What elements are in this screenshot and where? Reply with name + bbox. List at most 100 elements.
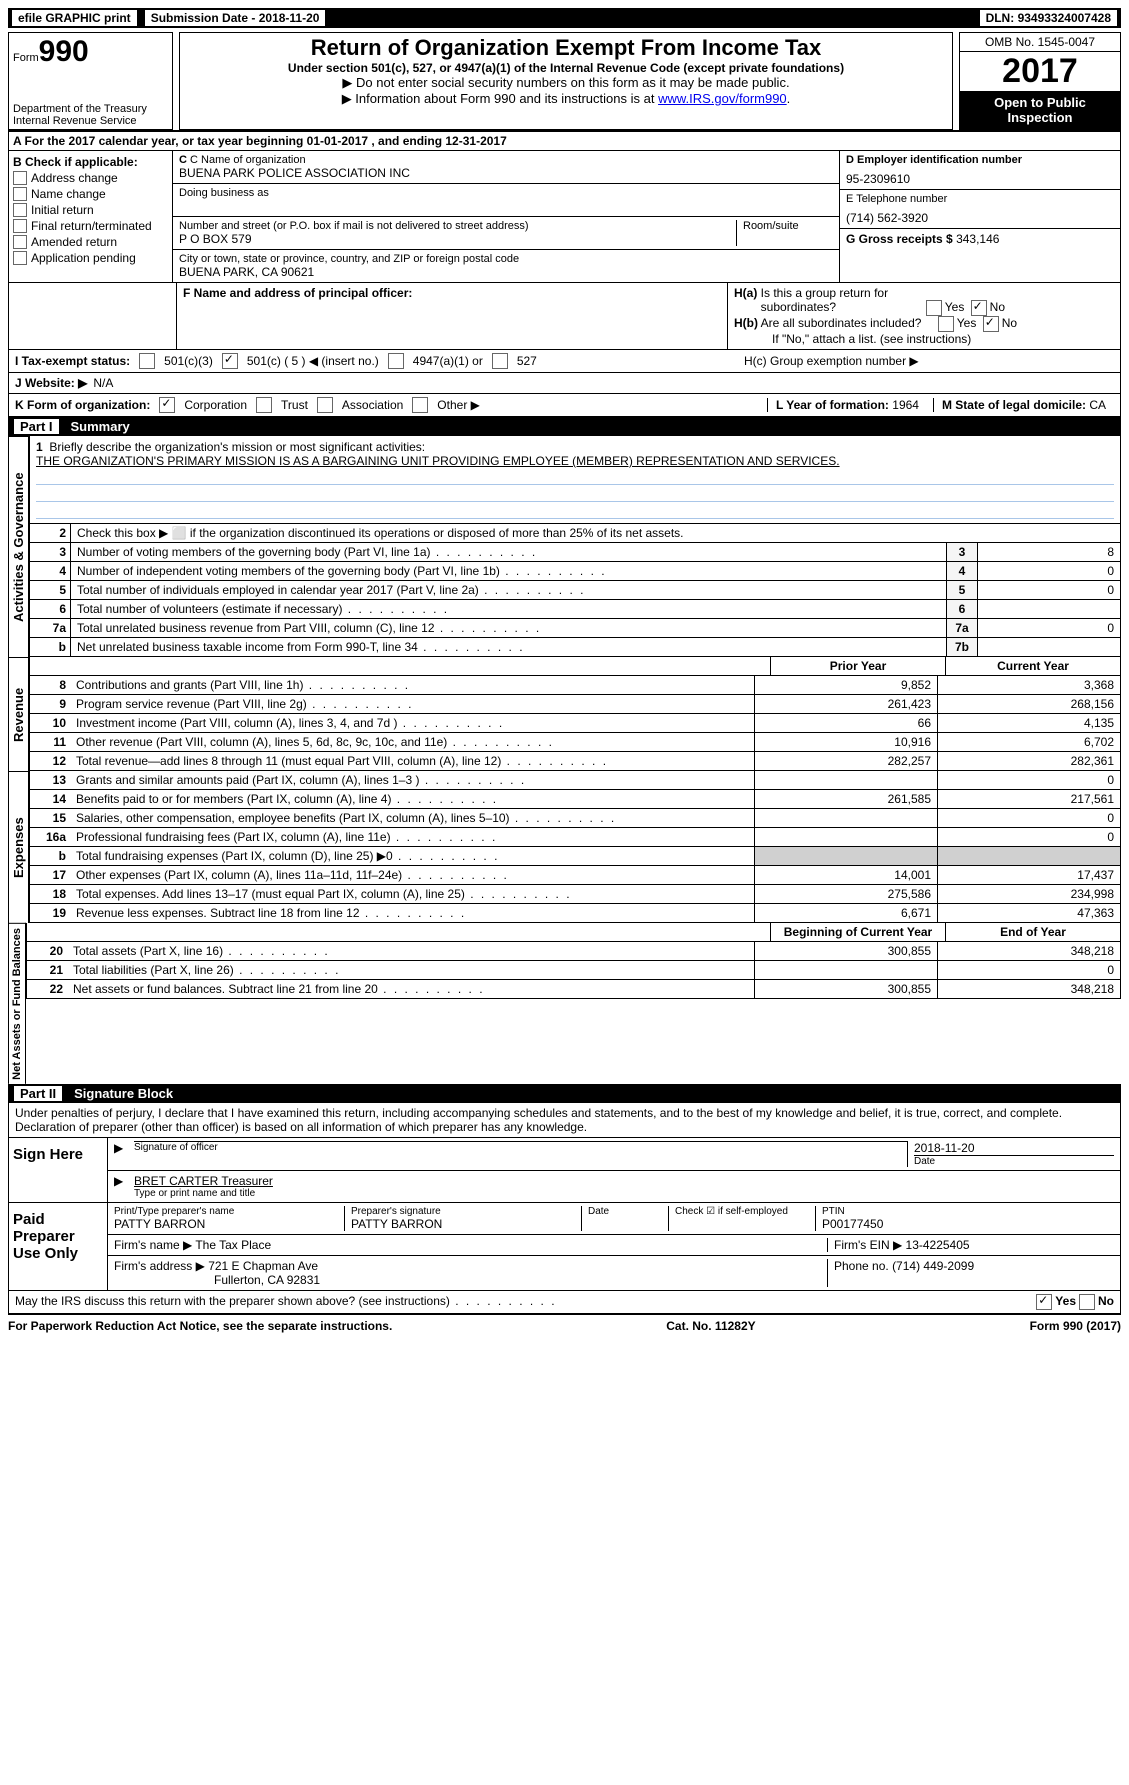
discuss-no-checkbox[interactable] <box>1079 1294 1095 1310</box>
perjury-statement: Under penalties of perjury, I declare th… <box>8 1103 1121 1138</box>
ptin: P00177450 <box>822 1217 883 1231</box>
line-21: 21 Total liabilities (Part X, line 26) 0 <box>26 961 1121 980</box>
summary-line-4: 4 Number of independent voting members o… <box>29 562 1121 581</box>
website: N/A <box>93 376 113 390</box>
line-18: 18 Total expenses. Add lines 13–17 (must… <box>29 885 1121 904</box>
org-address: P O BOX 579 <box>179 232 252 246</box>
chk-amended-return[interactable]: Amended return <box>13 235 168 249</box>
telephone: (714) 562-3920 <box>846 211 928 225</box>
form-number-box: Form990 Department of the Treasury Inter… <box>8 32 173 130</box>
org-city: BUENA PARK, CA 90621 <box>179 265 314 279</box>
line-11: 11 Other revenue (Part VIII, column (A),… <box>29 733 1121 752</box>
line-a: A For the 2017 calendar year, or tax yea… <box>8 130 1121 151</box>
sign-date: 2018-11-20 <box>914 1141 975 1155</box>
open-to-public: Open to Public Inspection <box>960 91 1120 129</box>
line-22: 22 Net assets or fund balances. Subtract… <box>26 980 1121 999</box>
dln: DLN: 93493324007428 <box>980 10 1117 26</box>
vlabel-expenses: Expenses <box>8 771 29 923</box>
part-2-header: Part II Signature Block <box>8 1084 1121 1103</box>
column-b: B Check if applicable: Address change Na… <box>8 151 173 283</box>
mission-text: THE ORGANIZATION'S PRIMARY MISSION IS AS… <box>36 454 1114 468</box>
efile-label: efile GRAPHIC print <box>12 10 137 26</box>
line-ha: H(a) Is this a group return for subordin… <box>734 286 1114 316</box>
net-col-headers: Beginning of Current Year End of Year <box>26 923 1121 942</box>
row-f-h: F Name and address of principal officer:… <box>8 283 1121 350</box>
line-j: J Website: ▶ N/A <box>8 373 1121 394</box>
bcd-grid: B Check if applicable: Address change Na… <box>8 151 1121 283</box>
chk-initial-return[interactable]: Initial return <box>13 203 168 217</box>
line-20: 20 Total assets (Part X, line 16) 300,85… <box>26 942 1121 961</box>
paid-preparer-label: Paid Preparer Use Only <box>9 1203 108 1290</box>
expenses-block: Expenses 13 Grants and similar amounts p… <box>8 771 1121 923</box>
chk-name-change[interactable]: Name change <box>13 187 168 201</box>
line-9: 9 Program service revenue (Part VIII, li… <box>29 695 1121 714</box>
line-l: L Year of formation: 1964 <box>767 398 927 412</box>
summary-line-7a: 7a Total unrelated business revenue from… <box>29 619 1121 638</box>
form-subtitle-1: Under section 501(c), 527, or 4947(a)(1)… <box>184 61 948 75</box>
firm-address-1: 721 E Chapman Ave <box>208 1259 318 1273</box>
irs-link[interactable]: www.IRS.gov/form990 <box>658 91 787 106</box>
part-1-header: Part I Summary <box>8 417 1121 436</box>
summary-line-3: 3 Number of voting members of the govern… <box>29 543 1121 562</box>
line-13: 13 Grants and similar amounts paid (Part… <box>29 771 1121 790</box>
form-title: Return of Organization Exempt From Incom… <box>184 35 948 61</box>
line-19: 19 Revenue less expenses. Subtract line … <box>29 904 1121 923</box>
col-b-title: B Check if applicable: <box>13 155 138 169</box>
summary-line-b: b Net unrelated business taxable income … <box>29 638 1121 657</box>
discuss-yes-checkbox[interactable] <box>1036 1294 1052 1310</box>
vlabel-net: Net Assets or Fund Balances <box>8 923 26 1084</box>
summary-line-5: 5 Total number of individuals employed i… <box>29 581 1121 600</box>
chk-final-return[interactable]: Final return/terminated <box>13 219 168 233</box>
revenue-col-headers: Prior Year Current Year <box>29 657 1121 676</box>
line-8: 8 Contributions and grants (Part VIII, l… <box>29 676 1121 695</box>
line-2: Check this box ▶ ⬜ if the organization d… <box>71 524 1120 542</box>
omb-number: OMB No. 1545-0047 <box>960 33 1120 52</box>
ein: 95-2309610 <box>846 172 910 186</box>
line-hb: H(b) Are all subordinates included? Yes … <box>734 316 1114 332</box>
preparer-name: PATTY BARRON <box>114 1217 205 1231</box>
vlabel-revenue: Revenue <box>8 657 29 771</box>
org-name: BUENA PARK POLICE ASSOCIATION INC <box>179 166 410 180</box>
paid-preparer-block: Paid Preparer Use Only Print/Type prepar… <box>8 1203 1121 1291</box>
column-c: C C Name of organization BUENA PARK POLI… <box>173 151 840 283</box>
firm-name: The Tax Place <box>195 1238 271 1252</box>
chk-application-pending[interactable]: Application pending <box>13 251 168 265</box>
submission-date: Submission Date - 2018-11-20 <box>145 10 326 26</box>
vlabel-activities: Activities & Governance <box>8 436 29 657</box>
line-17: 17 Other expenses (Part IX, column (A), … <box>29 866 1121 885</box>
sign-here-label: Sign Here <box>9 1138 108 1202</box>
firm-ein: 13-4225405 <box>906 1238 970 1252</box>
column-d: D Employer identification number 95-2309… <box>840 151 1121 283</box>
line-m: M State of legal domicile: CA <box>933 398 1114 412</box>
line-klm: K Form of organization: Corporation Trus… <box>8 394 1121 417</box>
line-i: I Tax-exempt status: 501(c)(3) 501(c) ( … <box>8 350 1121 373</box>
line-hc: H(c) Group exemption number ▶ <box>744 354 1114 368</box>
form-subtitle-2: ▶ Do not enter social security numbers o… <box>184 75 948 91</box>
self-employed: Check ☑ if self-employed <box>669 1206 816 1231</box>
line-b: b Total fundraising expenses (Part IX, c… <box>29 847 1121 866</box>
activities-governance-block: Activities & Governance 1 Briefly descri… <box>8 436 1121 657</box>
line-15: 15 Salaries, other compensation, employe… <box>29 809 1121 828</box>
top-bar: efile GRAPHIC print Submission Date - 20… <box>8 8 1121 28</box>
line-12: 12 Total revenue—add lines 8 through 11 … <box>29 752 1121 771</box>
firm-address-2: Fullerton, CA 92831 <box>114 1273 320 1287</box>
preparer-signature: PATTY BARRON <box>351 1217 442 1231</box>
dept-line-2: Internal Revenue Service <box>13 115 168 127</box>
chk-address-change[interactable]: Address change <box>13 171 168 185</box>
revenue-block: Revenue Prior Year Current Year 8 Contri… <box>8 657 1121 771</box>
page-footer: For Paperwork Reduction Act Notice, see … <box>8 1315 1121 1333</box>
line-hb-note: If "No," attach a list. (see instruction… <box>734 332 1114 346</box>
firm-phone: (714) 449-2099 <box>892 1259 974 1273</box>
line-f-label: F Name and address of principal officer: <box>183 286 412 300</box>
line-1-label: Briefly describe the organization's miss… <box>49 440 425 454</box>
line-10: 10 Investment income (Part VIII, column … <box>29 714 1121 733</box>
form-subtitle-3: ▶ Information about Form 990 and its ins… <box>184 91 948 107</box>
discuss-line: May the IRS discuss this return with the… <box>8 1291 1121 1315</box>
line-16a: 16a Professional fundraising fees (Part … <box>29 828 1121 847</box>
gross-receipts: 343,146 <box>956 232 999 246</box>
summary-line-6: 6 Total number of volunteers (estimate i… <box>29 600 1121 619</box>
net-assets-block: Net Assets or Fund Balances Beginning of… <box>8 923 1121 1084</box>
dept-line-1: Department of the Treasury <box>13 103 168 115</box>
tax-year: 2017 <box>960 52 1120 91</box>
form-header: Form990 Department of the Treasury Inter… <box>8 32 1121 130</box>
